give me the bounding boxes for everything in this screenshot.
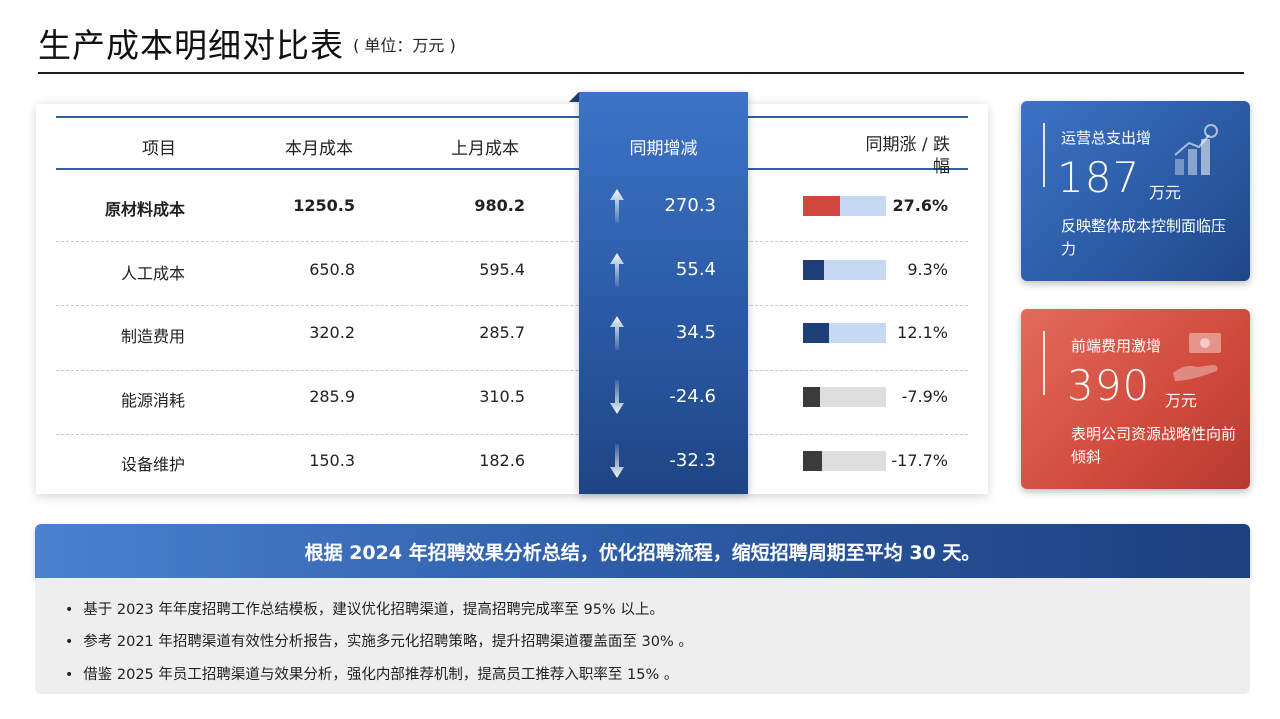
row-name: 原材料成本 — [104, 200, 185, 219]
list-item: 参考 2021 年招聘渠道有效性分析报告，实施多元化招聘策略，提升招聘渠道覆盖面… — [65, 630, 693, 651]
pct-bar-fill — [803, 260, 824, 280]
kpi-label: 前端费用激增 — [1071, 337, 1162, 355]
row-change: -24.6 — [669, 386, 716, 407]
row-name: 设备维护 — [120, 455, 185, 474]
list-item: 借鉴 2025 年员工招聘渠道与效果分析，强化内部推荐机制，提高员工推荐入职率至… — [65, 663, 678, 684]
kpi-accent-line — [1043, 123, 1045, 187]
banner-text: 根据 2024 年招聘效果分析总结，优化招聘流程，缩短招聘周期至平均 30 天。 — [304, 542, 981, 564]
pct-bar-track — [803, 196, 886, 216]
kpi-description: 表明公司资源战略性向前倾斜 — [1071, 425, 1237, 466]
col-header-previous: 上月成本 — [451, 139, 519, 159]
col-header-current: 本月成本 — [285, 139, 353, 159]
row-current: 1250.5 — [293, 196, 355, 215]
cost-table-card: 项目 本月成本 上月成本 同期涨 / 跌幅 — [36, 104, 988, 494]
col-header-pct: 同期涨 / 跌幅 — [865, 135, 950, 177]
row-change: 55.4 — [675, 259, 716, 280]
row-pct: 27.6% — [892, 196, 948, 215]
row-previous: 980.2 — [474, 196, 525, 215]
row-pct: -7.9% — [901, 387, 948, 406]
pct-bar-track — [803, 323, 886, 343]
row-name: 制造费用 — [120, 327, 185, 346]
col-header-item: 项目 — [142, 139, 176, 159]
pct-bar-track — [803, 451, 886, 471]
row-previous: 285.7 — [479, 323, 525, 342]
table-top-rule — [56, 116, 968, 118]
arrow-up-icon — [610, 253, 624, 287]
row-current: 650.8 — [309, 260, 355, 279]
row-current: 320.2 — [309, 323, 355, 342]
row-previous: 595.4 — [479, 260, 525, 279]
row-divider — [56, 305, 968, 306]
kpi-card-frontend-expense: 前端费用激增 390 万元 表明公司资源战略性向前倾斜 — [1021, 309, 1250, 489]
page-title: 生产成本明细对比表 — [38, 26, 344, 65]
kpi-card-total-expense: 运营总支出增 187 万元 反映整体成本控制面临压力 — [1021, 101, 1250, 281]
page-title-unit: ( 单位：万元 ) — [353, 36, 456, 55]
kpi-value: 187 — [1057, 153, 1141, 202]
pct-bar-fill — [803, 196, 840, 216]
row-change: 270.3 — [664, 195, 716, 216]
kpi-accent-line — [1043, 331, 1045, 395]
change-column-highlight — [579, 92, 748, 494]
pct-bar-fill — [803, 323, 829, 343]
row-divider — [56, 370, 968, 371]
pct-bar-track — [803, 387, 886, 407]
pct-bar-track — [803, 260, 886, 280]
col-header-change: 同期增减 — [629, 139, 698, 159]
kpi-unit: 万元 — [1149, 183, 1182, 202]
pct-bar-fill — [803, 387, 820, 407]
bar-chart-growth-icon — [1174, 124, 1218, 175]
row-divider — [56, 241, 968, 242]
row-current: 285.9 — [309, 387, 355, 406]
row-pct: 9.3% — [907, 260, 948, 279]
row-current: 150.3 — [309, 451, 355, 470]
arrow-down-icon — [610, 380, 624, 414]
list-item: 基于 2023 年年度招聘工作总结模板，建议优化招聘渠道，提高招聘完成率至 95… — [65, 598, 664, 619]
table-header-rule — [56, 168, 968, 170]
row-previous: 310.5 — [479, 387, 525, 406]
row-pct: -17.7% — [891, 451, 948, 470]
row-pct: 12.1% — [897, 323, 948, 342]
row-divider — [56, 434, 968, 435]
page-title-bar: 生产成本明细对比表 ( 单位：万元 ) — [38, 22, 1244, 74]
row-name: 能源消耗 — [120, 391, 185, 410]
row-change: -32.3 — [669, 450, 716, 471]
hand-money-icon — [1173, 333, 1221, 381]
highlight-column-notch — [569, 92, 579, 102]
row-name: 人工成本 — [120, 264, 185, 283]
recommendation-list: 基于 2023 年年度招聘工作总结模板，建议优化招聘渠道，提高招聘完成率至 95… — [35, 578, 1250, 694]
kpi-value: 390 — [1067, 361, 1151, 410]
row-previous: 182.6 — [479, 451, 525, 470]
kpi-description: 反映整体成本控制面临压力 — [1061, 217, 1227, 258]
arrow-up-icon — [610, 189, 624, 223]
kpi-label: 运营总支出增 — [1061, 129, 1152, 147]
summary-banner: 根据 2024 年招聘效果分析总结，优化招聘流程，缩短招聘周期至平均 30 天。 — [35, 524, 1250, 578]
arrow-down-icon — [610, 444, 624, 478]
kpi-unit: 万元 — [1165, 391, 1198, 410]
row-change: 34.5 — [675, 322, 716, 343]
arrow-up-icon — [610, 316, 624, 350]
pct-bar-fill — [803, 451, 822, 471]
